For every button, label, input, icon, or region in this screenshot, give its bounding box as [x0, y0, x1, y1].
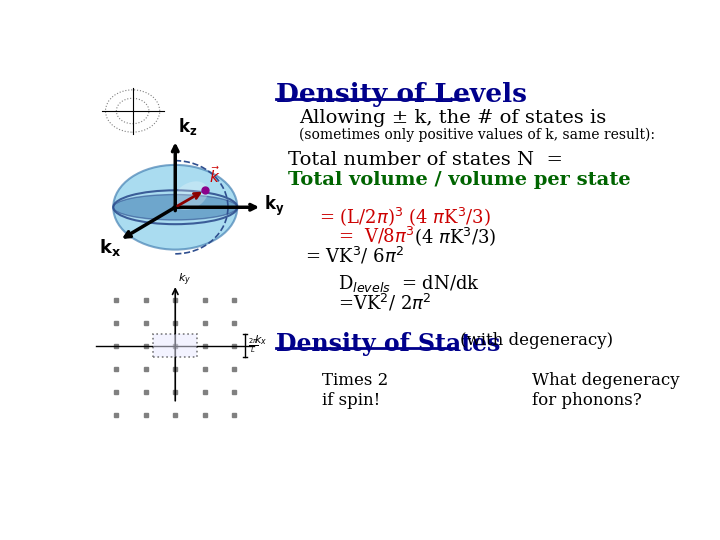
Ellipse shape	[113, 165, 238, 249]
Text: $\mathbf{k_z}$: $\mathbf{k_z}$	[178, 116, 197, 137]
Text: =  V/8$\pi$$^3$: = V/8$\pi$$^3$	[338, 225, 414, 246]
Text: $k_x$: $k_x$	[254, 334, 267, 347]
Text: (with degeneracy): (with degeneracy)	[459, 332, 613, 349]
Text: $\frac{2\pi}{L}$: $\frac{2\pi}{L}$	[248, 337, 258, 355]
Bar	[153, 334, 197, 357]
Text: Times 2
if spin!: Times 2 if spin!	[323, 372, 389, 409]
Text: = (L/2$\pi$)$^3$ (4 $\pi$K$^3$/3): = (L/2$\pi$)$^3$ (4 $\pi$K$^3$/3)	[319, 205, 490, 228]
Ellipse shape	[174, 181, 208, 210]
Text: $\mathbf{k_y}$: $\mathbf{k_y}$	[264, 194, 285, 218]
Text: (4 $\pi$K$^3$/3): (4 $\pi$K$^3$/3)	[414, 225, 496, 248]
Text: Total number of states N  =: Total number of states N =	[287, 151, 562, 169]
Text: $\vec{k}$: $\vec{k}$	[210, 165, 220, 186]
Text: Density of Levels: Density of Levels	[276, 82, 527, 107]
Text: Density of States: Density of States	[276, 332, 500, 356]
Text: =VK$^2$/ 2$\pi$$^2$: =VK$^2$/ 2$\pi$$^2$	[338, 292, 431, 313]
Text: What degeneracy
for phonons?: What degeneracy for phonons?	[532, 372, 680, 409]
Text: $k_y$: $k_y$	[178, 271, 191, 288]
Text: (sometimes only positive values of k, same result):: (sometimes only positive values of k, sa…	[300, 128, 655, 143]
Ellipse shape	[113, 194, 238, 220]
Text: Total volume / volume per state: Total volume / volume per state	[287, 171, 630, 189]
Text: Allowing ± k, the # of states is: Allowing ± k, the # of states is	[300, 109, 606, 127]
Text: $\mathbf{k_x}$: $\mathbf{k_x}$	[99, 237, 121, 258]
Text: D$_{levels}$  = dN/dk: D$_{levels}$ = dN/dk	[338, 273, 480, 294]
Text: = VK$^3$/ 6$\pi$$^2$: = VK$^3$/ 6$\pi$$^2$	[305, 245, 405, 266]
